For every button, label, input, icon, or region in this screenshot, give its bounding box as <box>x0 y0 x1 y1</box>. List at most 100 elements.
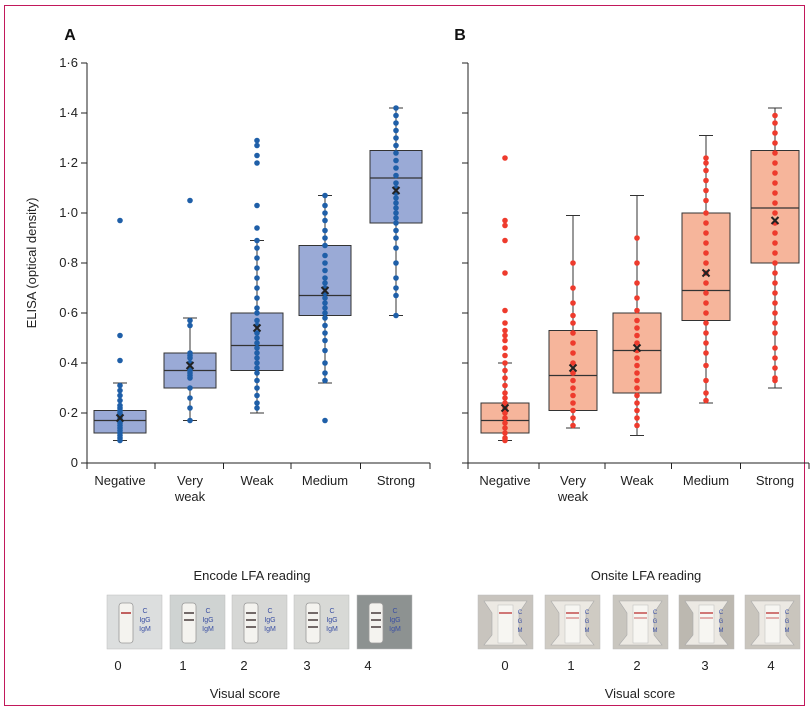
data-point <box>254 400 260 406</box>
data-point <box>703 240 709 246</box>
y-tick-label: 0·4 <box>59 355 78 370</box>
data-point <box>570 385 576 391</box>
data-point <box>703 300 709 306</box>
data-point <box>634 332 640 339</box>
data-point <box>634 407 640 414</box>
svg-text:IgG: IgG <box>139 617 150 624</box>
data-point <box>322 275 328 281</box>
svg-text:IgM: IgM <box>326 626 338 633</box>
y-tick-label: 0·8 <box>59 255 78 270</box>
data-point <box>502 155 508 161</box>
data-point <box>117 382 123 389</box>
data-point <box>634 362 640 369</box>
panel-b-xlabel: Onsite LFA reading <box>591 568 702 583</box>
lfa-strip-photo: C IgG IgM <box>231 594 288 650</box>
data-point <box>634 392 640 399</box>
data-point <box>254 335 260 341</box>
data-point <box>254 317 260 324</box>
data-point <box>634 340 640 346</box>
data-point <box>703 260 709 266</box>
data-point <box>117 217 123 224</box>
data-point <box>634 295 640 301</box>
data-point <box>322 260 328 266</box>
data-point <box>502 420 508 426</box>
data-point <box>502 390 508 396</box>
data-point <box>254 305 260 311</box>
data-point <box>254 142 260 149</box>
data-point <box>502 327 508 334</box>
data-point <box>570 392 576 399</box>
data-point <box>570 360 576 366</box>
svg-text:G: G <box>719 619 724 625</box>
svg-text:IgG: IgG <box>326 617 337 624</box>
visual-score-value: 0 <box>501 658 508 673</box>
svg-text:M: M <box>585 628 590 634</box>
data-point <box>502 237 508 244</box>
data-point <box>254 275 260 281</box>
svg-text:M: M <box>518 628 523 634</box>
data-point <box>254 265 260 271</box>
data-point <box>634 317 640 324</box>
data-point <box>502 352 508 359</box>
data-point <box>703 197 709 204</box>
mean-marker <box>568 363 578 373</box>
data-point <box>570 260 576 266</box>
data-point <box>703 377 709 384</box>
data-point <box>634 377 640 384</box>
data-point <box>570 422 576 429</box>
mean-marker <box>185 361 195 370</box>
svg-text:G: G <box>653 619 658 625</box>
data-point <box>322 202 328 209</box>
data-point <box>322 192 328 199</box>
data-point <box>634 307 640 314</box>
visual-score-value: 0 <box>114 658 121 673</box>
data-point <box>502 430 508 436</box>
x-tick-label: Strong <box>756 473 794 488</box>
data-point <box>772 270 778 276</box>
data-point <box>502 222 508 229</box>
data-point <box>254 345 260 351</box>
mean-marker <box>320 286 330 295</box>
data-point <box>772 200 778 206</box>
data-point <box>254 360 260 366</box>
svg-text:C: C <box>205 608 210 615</box>
data-point <box>393 105 399 111</box>
data-point <box>570 370 576 376</box>
data-point <box>772 250 778 256</box>
data-point <box>254 330 260 336</box>
data-point <box>322 295 328 301</box>
data-point <box>772 150 778 156</box>
data-point <box>254 225 260 231</box>
data-point <box>322 347 328 354</box>
data-point <box>322 360 328 366</box>
data-point <box>570 350 576 356</box>
visual-score-value: 1 <box>179 658 186 673</box>
svg-text:G: G <box>518 619 523 625</box>
data-point <box>772 170 778 176</box>
data-point <box>254 355 260 361</box>
svg-text:M: M <box>785 628 790 634</box>
data-point <box>393 157 399 164</box>
data-point <box>393 220 399 226</box>
data-point <box>187 197 193 204</box>
data-point <box>502 320 508 326</box>
mean-marker <box>252 323 262 333</box>
visual-score-value: 3 <box>701 658 708 673</box>
data-point <box>254 255 260 261</box>
data-point <box>393 127 399 134</box>
lfa-strip-photo: C IgG IgM <box>106 594 163 650</box>
data-point <box>703 290 709 296</box>
data-point <box>772 310 778 316</box>
x-tick-label: Very <box>560 473 587 488</box>
data-point <box>772 120 778 126</box>
data-point <box>254 405 260 411</box>
visual-score-value: 4 <box>767 658 774 673</box>
data-point <box>393 285 399 291</box>
data-point <box>393 227 399 234</box>
x-tick-label: Medium <box>302 473 348 488</box>
x-tick-label: weak <box>557 489 589 504</box>
mean-marker <box>701 268 711 278</box>
visual-score-value: 1 <box>567 658 574 673</box>
visual-score-value: 2 <box>240 658 247 673</box>
